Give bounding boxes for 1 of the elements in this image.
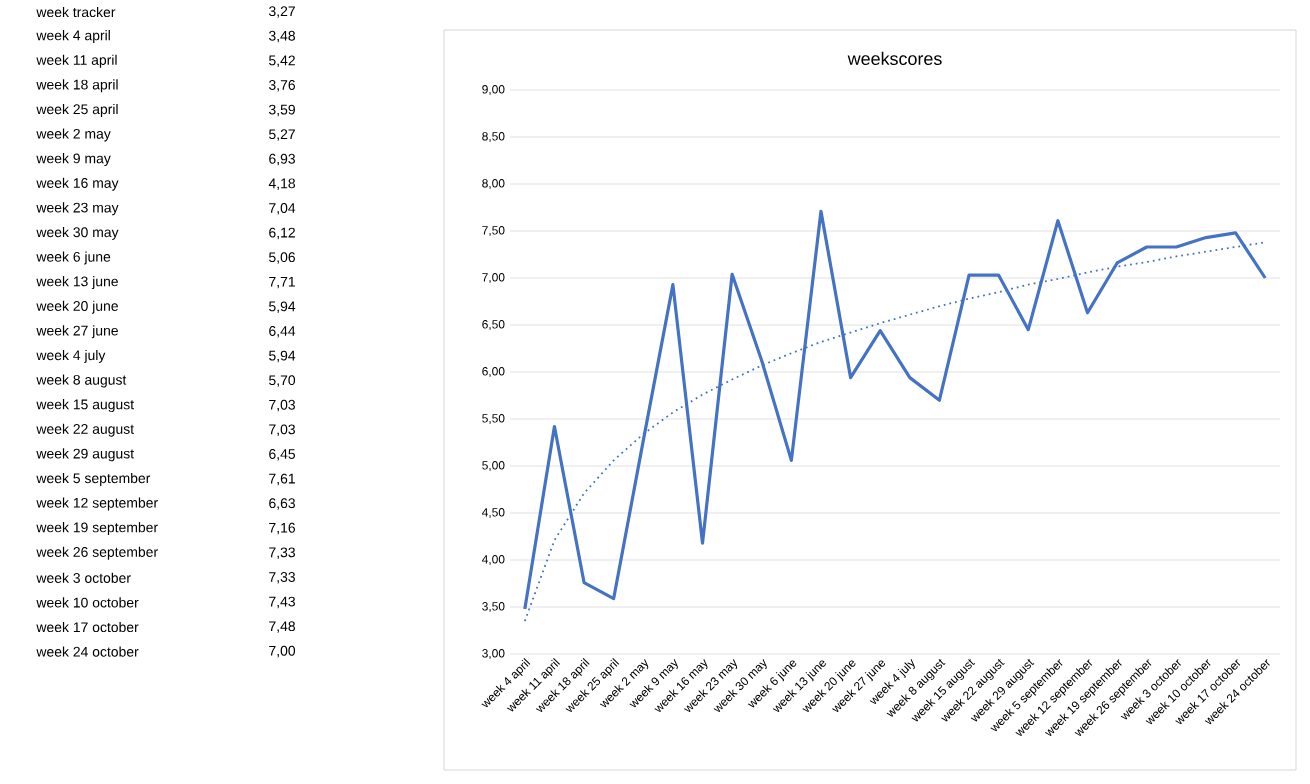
chart-title: weekscores [847, 51, 942, 66]
